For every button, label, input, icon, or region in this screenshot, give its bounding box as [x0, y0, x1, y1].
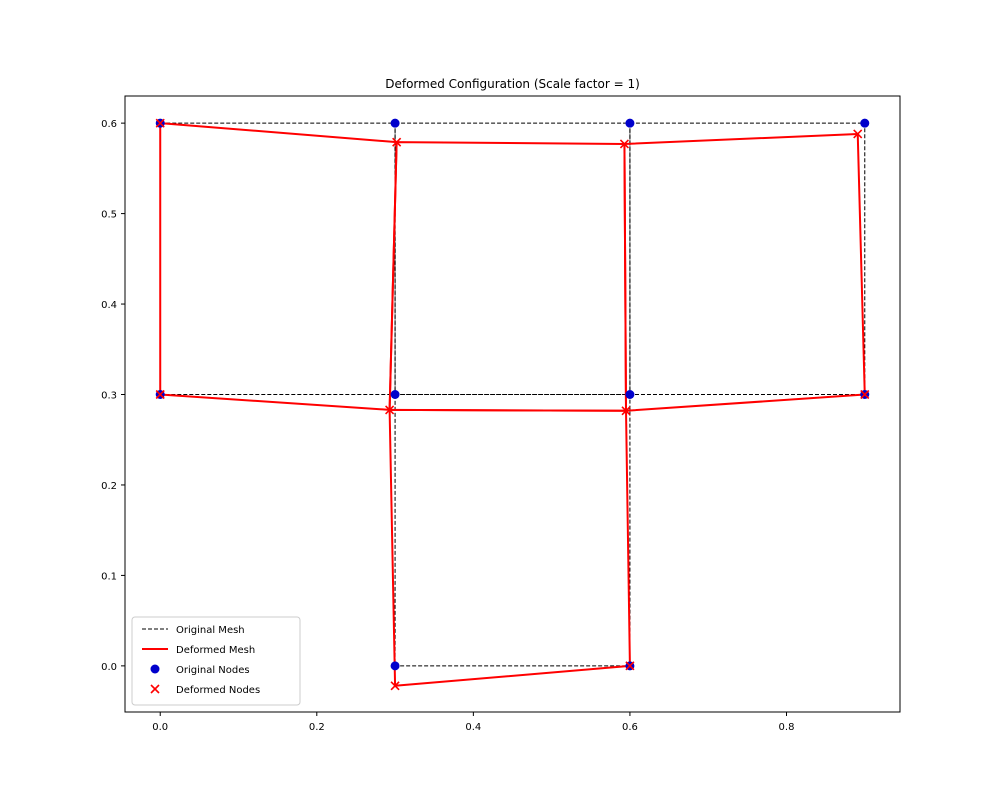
original-mesh-element-3	[394, 394, 631, 667]
deformed-mesh-element-2	[623, 132, 866, 412]
x-tick-label: 0.6	[622, 722, 638, 733]
y-tick-label: 0.2	[101, 481, 117, 492]
x-tick-label: 0.2	[309, 722, 325, 733]
deformed-node-6	[621, 406, 631, 416]
legend-handle-deformed-nodes	[150, 684, 160, 694]
deformed-node-0	[155, 118, 165, 128]
deformed-nodes-layer	[155, 118, 870, 691]
original-node-2	[625, 118, 635, 128]
deformed-node-3	[853, 129, 863, 139]
deformed-node-2	[619, 139, 630, 149]
legend-box	[131, 616, 301, 706]
original-node-8	[390, 661, 400, 671]
original-node-3	[860, 118, 870, 128]
chart-title: Deformed Configuration (Scale factor = 1…	[385, 77, 640, 91]
original-mesh-element-0	[159, 122, 396, 395]
deformed-node-5	[385, 405, 395, 415]
y-tick-label: 0.6	[101, 119, 117, 130]
legend-handle-original-nodes	[150, 664, 160, 674]
original-node-1	[390, 118, 400, 128]
y-tick-label: 0.0	[101, 662, 117, 673]
y-axis: 0.0 0.1 0.2 0.3 0.4 0.5 0.6	[101, 119, 125, 673]
x-axis: 0.0 0.2 0.4 0.6 0.8	[152, 712, 794, 733]
original-node-6	[625, 390, 635, 399]
legend-label: Deformed Mesh	[176, 645, 255, 656]
legend-label: Original Nodes	[176, 665, 250, 676]
legend: Original Mesh Deformed Mesh Original Nodes…	[131, 616, 301, 706]
original-mesh-element-2	[629, 122, 866, 395]
deformed-mesh-element-3	[388, 408, 631, 687]
x-tick-label: 0.0	[152, 722, 168, 733]
y-tick-label: 0.4	[101, 300, 117, 311]
y-tick-label: 0.1	[101, 571, 117, 582]
deformed-node-9	[625, 661, 635, 671]
legend-label: Original Mesh	[176, 625, 245, 636]
deformed-node-7	[860, 389, 870, 400]
x-tick-label: 0.8	[779, 722, 795, 733]
deformed-mesh-element-1	[388, 141, 628, 412]
x-tick-label: 0.4	[465, 722, 481, 733]
deformed-node-8	[390, 681, 400, 691]
deformed-mesh-element-0	[159, 122, 398, 411]
deformed-node-4	[155, 389, 165, 400]
y-tick-label: 0.3	[101, 391, 117, 402]
plot-area-frame	[124, 95, 901, 713]
original-mesh-element-1	[394, 122, 631, 395]
legend-label: Deformed Nodes	[176, 685, 260, 696]
y-tick-label: 0.5	[101, 210, 117, 221]
original-node-5	[390, 390, 400, 399]
deformed-mesh-layer	[159, 122, 866, 687]
deformed-node-1	[392, 137, 402, 147]
original-mesh-layer	[159, 122, 866, 667]
